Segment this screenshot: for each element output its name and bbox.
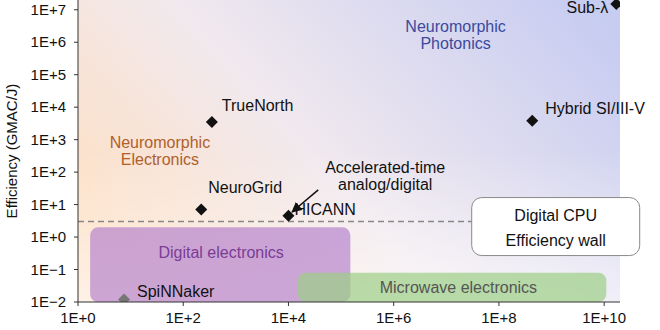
x-tick-label: 1E+0 xyxy=(60,309,95,326)
x-tick xyxy=(288,302,289,306)
x-tick-label: 1E+2 xyxy=(166,309,201,326)
annotation-arrow xyxy=(292,190,318,212)
y-tick-label: 1E+2 xyxy=(31,163,66,180)
x-tick xyxy=(78,302,79,306)
y-tick-label: 1E+1 xyxy=(31,196,66,213)
point-label: SpiNNaker xyxy=(137,283,215,300)
plot-background xyxy=(78,0,620,302)
y-tick xyxy=(74,107,78,108)
point xyxy=(118,293,130,302)
point-label: NeuroGrid xyxy=(208,179,282,196)
point-label: TrueNorth xyxy=(222,97,293,114)
annotation: Neuromorphic xyxy=(110,134,210,151)
y-tick xyxy=(74,172,78,173)
y-tick xyxy=(74,269,78,270)
chart: 1E+0 1E+2 1E+4 1E+6 1E+8 1E+10 1E+7 1E+6 1E+5 1E+… xyxy=(0,0,660,330)
annotation: Accelerated-time xyxy=(325,159,445,176)
y-tick-label: 1E+6 xyxy=(31,33,66,50)
y-tick xyxy=(74,302,78,303)
y-tick-label: 1E+4 xyxy=(31,98,66,115)
y-axis-line xyxy=(78,0,79,302)
y-axis-title: Efficiency (GMAC/J) xyxy=(3,84,20,219)
plot-background-fade xyxy=(78,0,620,302)
y-tick xyxy=(74,74,78,75)
y-tick-label: 1E+5 xyxy=(31,66,66,83)
y-tick xyxy=(74,139,78,140)
y-tick-label: 1E−1 xyxy=(31,261,66,278)
x-axis-line xyxy=(78,302,620,303)
y-tick-label: 1E+0 xyxy=(31,228,66,245)
point-label: Hybrid SI/III-V xyxy=(545,100,645,117)
region xyxy=(298,273,607,302)
region-label: Microwave electronics xyxy=(380,279,537,296)
point xyxy=(206,116,218,128)
y-tick xyxy=(74,9,78,10)
point-label: HICANN xyxy=(294,201,355,218)
annotation: Electronics xyxy=(121,151,199,168)
x-tick xyxy=(498,302,499,306)
x-tick xyxy=(604,302,605,306)
plot-area xyxy=(78,0,620,302)
x-tick-label: 1E+8 xyxy=(481,309,516,326)
point xyxy=(195,204,207,216)
annotation: Neuromorphic xyxy=(405,18,505,35)
region-label: Digital electronics xyxy=(158,244,283,261)
y-tick-label: 1E−2 xyxy=(31,293,66,310)
x-tick xyxy=(183,302,184,306)
y-tick xyxy=(74,42,78,43)
reference-label: Digital CPU xyxy=(514,207,597,224)
x-tick xyxy=(393,302,394,306)
x-tick-label: 1E+10 xyxy=(582,309,626,326)
y-tick-label: 1E+3 xyxy=(31,131,66,148)
annotation: analog/digital xyxy=(338,176,432,193)
x-tick-label: 1E+6 xyxy=(376,309,411,326)
y-tick-label: 1E+7 xyxy=(31,1,66,18)
y-tick xyxy=(74,237,78,238)
point xyxy=(610,0,620,10)
y-tick xyxy=(74,204,78,205)
reference-label-box xyxy=(472,198,640,256)
x-tick-label: 1E+4 xyxy=(271,309,306,326)
point-label: Sub-λ xyxy=(566,0,608,16)
annotation: Photonics xyxy=(420,35,490,52)
reference-label: Efficiency wall xyxy=(506,232,606,249)
point xyxy=(526,115,538,127)
